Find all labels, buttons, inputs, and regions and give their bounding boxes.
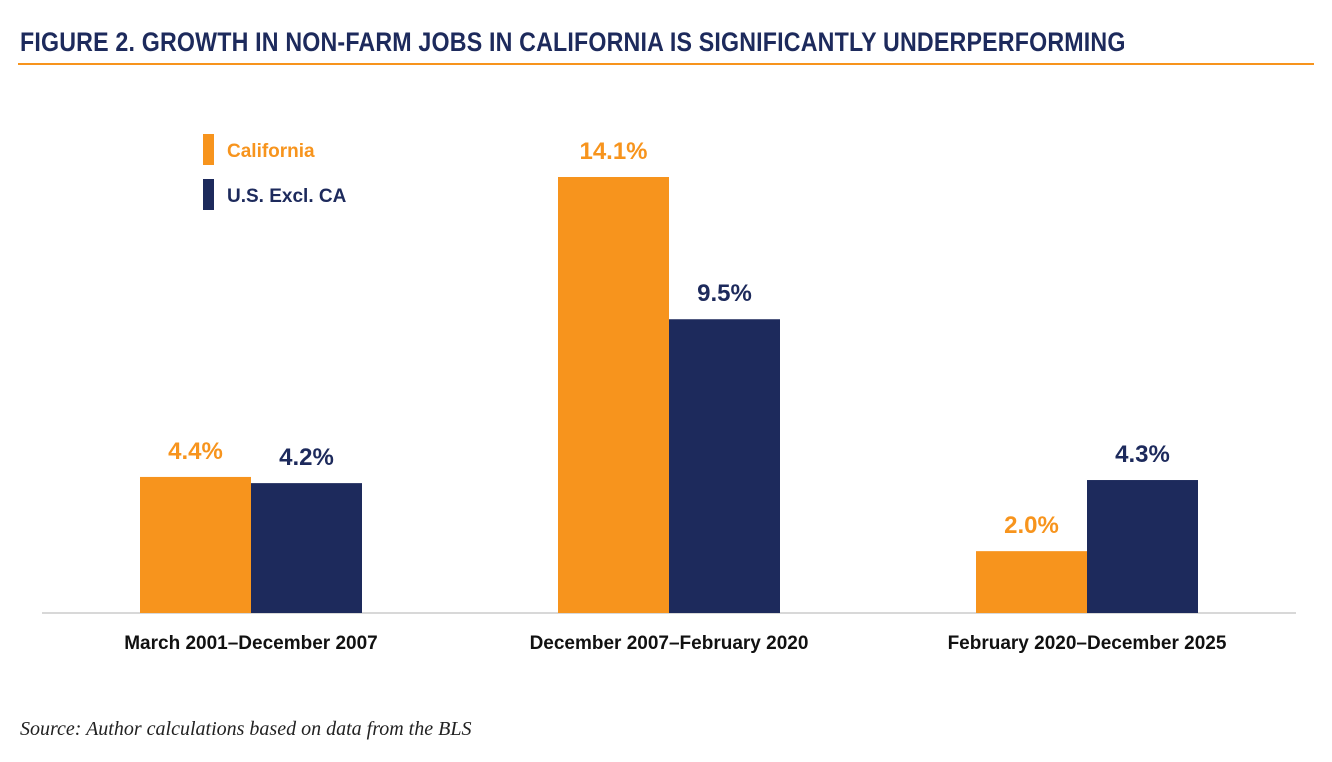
legend-label-california: California xyxy=(227,141,315,162)
legend-swatch-california xyxy=(203,134,214,165)
category-label-2: December 2007–February 2020 xyxy=(530,633,809,654)
source-note: Source: Author calculations based on dat… xyxy=(20,718,472,740)
bar-u-s-excl-ca-1 xyxy=(251,483,362,613)
bar-california-3 xyxy=(976,551,1087,613)
category-label-1: March 2001–December 2007 xyxy=(124,633,378,654)
bar-california-2 xyxy=(558,177,669,613)
bar-california-1 xyxy=(140,476,251,613)
title-rule xyxy=(18,63,1314,65)
figure-label: FIGURE 2. xyxy=(20,27,136,57)
bar-u-s-excl-ca-3 xyxy=(1087,480,1198,613)
figure-title: FIGURE 2. GROWTH IN NON-FARM JOBS IN CAL… xyxy=(20,26,1126,58)
bar-u-s-excl-ca-2 xyxy=(669,319,780,613)
data-label-u-s-excl-ca-1: 4.2% xyxy=(279,444,334,471)
data-label-california-2: 14.1% xyxy=(579,138,647,165)
category-label-3: February 2020–December 2025 xyxy=(948,633,1227,654)
data-label-u-s-excl-ca-3: 4.3% xyxy=(1115,441,1170,468)
legend-label-u-s-excl-ca: U.S. Excl. CA xyxy=(227,186,347,207)
data-label-u-s-excl-ca-2: 9.5% xyxy=(697,280,752,307)
figure-title-text: GROWTH IN NON-FARM JOBS IN CALIFORNIA IS… xyxy=(141,27,1126,57)
legend-swatch-u-s-excl-ca xyxy=(203,179,214,210)
data-label-california-1: 4.4% xyxy=(168,438,223,465)
data-label-california-3: 2.0% xyxy=(1004,512,1059,539)
